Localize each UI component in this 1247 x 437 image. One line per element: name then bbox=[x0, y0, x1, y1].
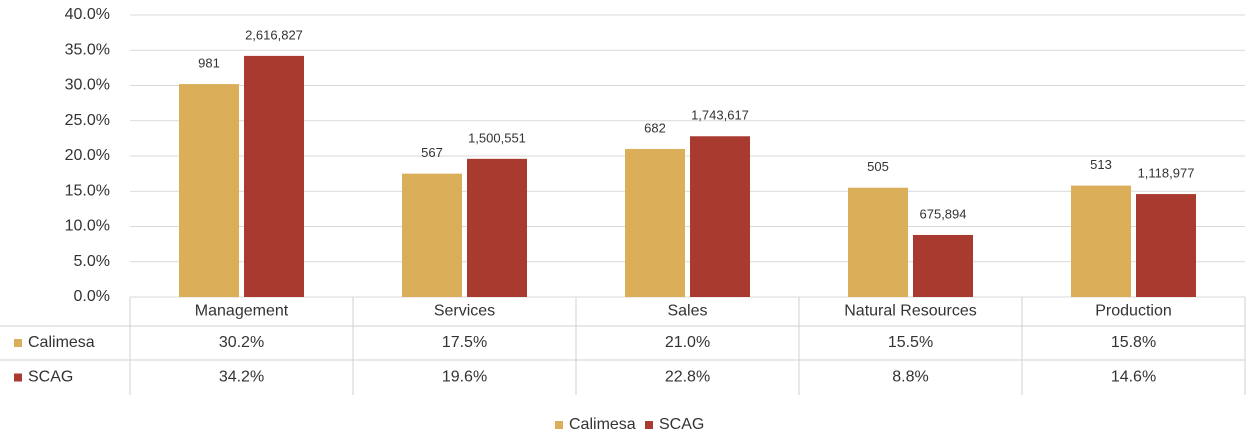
data-label: 1,118,977 bbox=[1138, 166, 1195, 181]
x-tick-label: Services bbox=[434, 303, 495, 320]
table-cell: 15.5% bbox=[888, 334, 933, 351]
table-cell: 22.8% bbox=[665, 369, 710, 386]
y-tick-label: 0.0% bbox=[74, 288, 110, 305]
y-tick-label: 5.0% bbox=[74, 253, 110, 270]
data-label: 505 bbox=[867, 159, 889, 174]
bar bbox=[625, 148, 685, 297]
data-label: 2,616,827 bbox=[245, 27, 303, 42]
bar bbox=[913, 234, 973, 297]
bar bbox=[179, 84, 239, 297]
legend-label: Calimesa bbox=[569, 416, 636, 433]
data-label: 981 bbox=[198, 56, 220, 71]
table-row-header: Calimesa bbox=[28, 334, 95, 351]
bar bbox=[690, 136, 750, 297]
y-tick-label: 30.0% bbox=[65, 77, 110, 94]
table-cell: 14.6% bbox=[1111, 369, 1156, 386]
y-tick-label: 15.0% bbox=[65, 182, 110, 199]
table-cell: 30.2% bbox=[219, 334, 264, 351]
data-label: 675,894 bbox=[920, 206, 967, 221]
data-label: 1,743,617 bbox=[691, 108, 749, 123]
legend-swatch bbox=[645, 421, 653, 429]
table-cell: 21.0% bbox=[665, 334, 710, 351]
data-label: 567 bbox=[421, 145, 443, 160]
data-label: 513 bbox=[1090, 157, 1112, 172]
data-label: 682 bbox=[644, 120, 666, 135]
table-legend-swatch bbox=[14, 373, 22, 382]
x-tick-label: Sales bbox=[667, 303, 707, 320]
data-label: 1,500,551 bbox=[468, 130, 526, 145]
table-cell: 19.6% bbox=[442, 369, 487, 386]
bar bbox=[402, 173, 462, 297]
y-tick-label: 25.0% bbox=[65, 112, 110, 129]
y-tick-label: 10.0% bbox=[65, 218, 110, 235]
table-cell: 34.2% bbox=[219, 369, 264, 386]
bar bbox=[848, 187, 908, 297]
x-tick-label: Production bbox=[1095, 303, 1172, 320]
x-tick-label: Natural Resources bbox=[844, 303, 977, 320]
legend-label: SCAG bbox=[659, 416, 704, 433]
table-legend-swatch bbox=[14, 339, 22, 347]
table-row-header: SCAG bbox=[28, 369, 73, 386]
bar bbox=[1136, 194, 1196, 297]
y-tick-label: 20.0% bbox=[65, 147, 110, 164]
x-tick-label: Management bbox=[195, 303, 289, 320]
y-tick-label: 35.0% bbox=[65, 41, 110, 58]
table-cell: 17.5% bbox=[442, 334, 487, 351]
y-tick-label: 40.0% bbox=[65, 6, 110, 23]
bar bbox=[467, 158, 527, 297]
bar bbox=[1071, 185, 1131, 297]
legend-swatch bbox=[555, 421, 563, 429]
table-cell: 8.8% bbox=[892, 369, 928, 386]
bar bbox=[244, 55, 304, 297]
table-cell: 15.8% bbox=[1111, 334, 1156, 351]
